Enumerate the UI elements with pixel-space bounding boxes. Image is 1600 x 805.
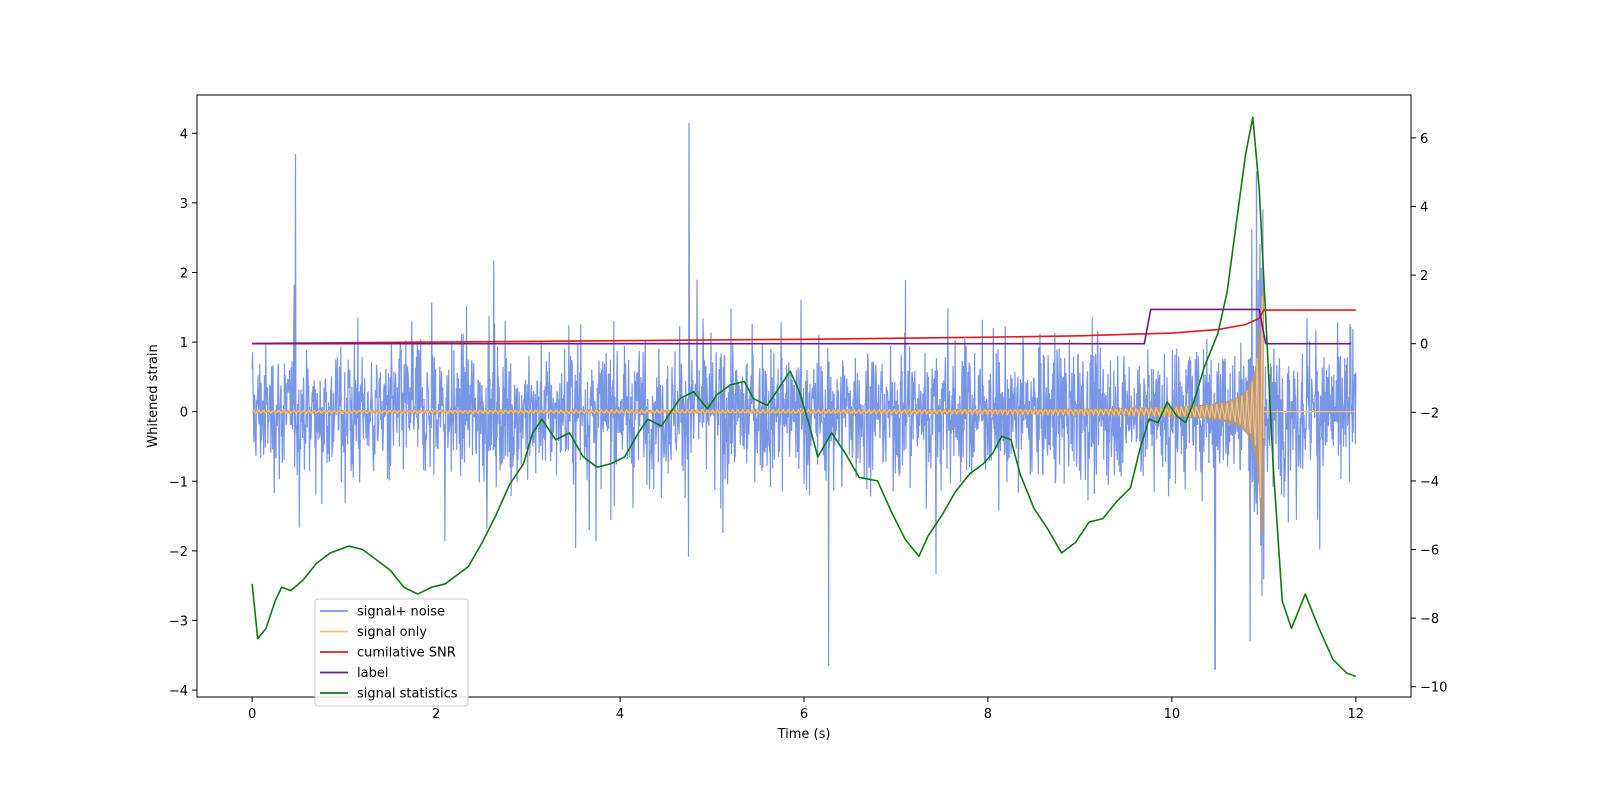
y-tick-label: −3 [169, 614, 188, 629]
legend-box [314, 598, 469, 707]
y2-tick-label: 2 [1420, 269, 1428, 284]
y-tick-label: 0 [180, 406, 188, 421]
series-line-signal-plus-noise [251, 122, 1357, 670]
x-tick-label: 2 [432, 707, 440, 722]
y-tick-label: 1 [180, 336, 188, 351]
series-line-signal-only [251, 296, 1356, 498]
x-tick-label: 6 [800, 707, 808, 722]
y-tick-label: −2 [169, 545, 188, 560]
y-tick-label: 4 [180, 127, 188, 142]
series-area-signal-only [252, 290, 1264, 533]
y2-tick-label: 6 [1420, 132, 1428, 147]
series-line-label [252, 308, 1352, 345]
y2-tick-label: 0 [1420, 338, 1428, 353]
legend-label: signal statistics [357, 687, 458, 702]
x-tick-label: 12 [1348, 707, 1365, 722]
y2-tick-label: −4 [1420, 475, 1439, 490]
y2-tick-label: −2 [1420, 406, 1439, 421]
legend-label: label [357, 666, 388, 681]
y2-tick-label: −8 [1420, 612, 1439, 627]
x-tick-label: 8 [984, 707, 992, 722]
series-layer [251, 116, 1357, 678]
y2-tick-label: 4 [1420, 200, 1428, 215]
series-line-cumulative-snr [252, 309, 1356, 345]
y-axis-title: Whitened strain [146, 344, 161, 447]
x-tick-label: 10 [1164, 707, 1181, 722]
legend: signal+ noise signal only cumilative SNR la… [314, 598, 469, 707]
x-tick-label: 4 [616, 707, 624, 722]
y2-tick-label: −6 [1420, 544, 1439, 559]
x-axis-title: Time (s) [777, 727, 831, 742]
y2-tick-label: −10 [1420, 681, 1447, 696]
x-tick-label: 0 [248, 707, 256, 722]
legend-label: cumilative SNR [357, 646, 456, 661]
legend-label: signal only [357, 625, 427, 640]
y-tick-label: 3 [180, 197, 188, 212]
legend-label: signal+ noise [357, 605, 445, 620]
y-tick-label: −1 [169, 475, 188, 490]
y-tick-label: 2 [180, 266, 188, 281]
series-line-signal-statistics [251, 116, 1357, 678]
y-tick-label: −4 [169, 684, 188, 699]
